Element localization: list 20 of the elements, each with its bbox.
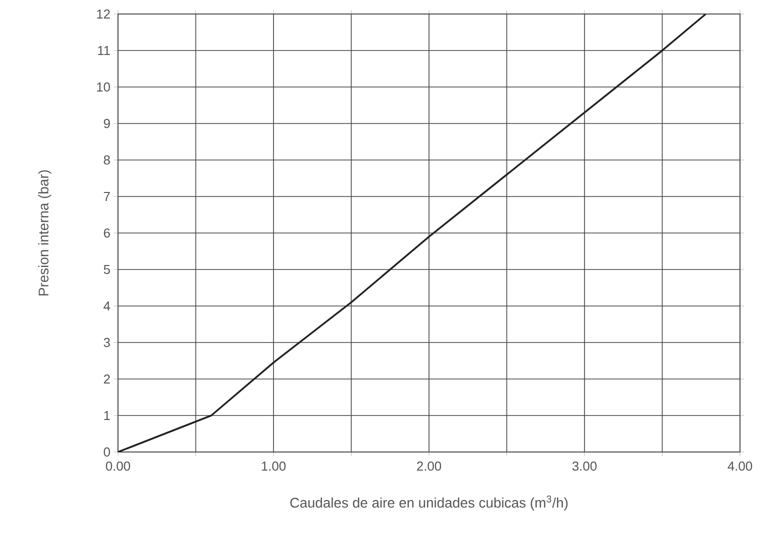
y-tick-label: 8 <box>104 155 110 165</box>
y-axis-title: Presion interna (bar) <box>38 170 52 296</box>
x-tick-label: 3.00 <box>572 462 597 471</box>
y-tick-label: 10 <box>97 82 110 92</box>
y-tick-label: 4 <box>104 302 110 310</box>
y-tick-label: 11 <box>98 46 110 55</box>
y-tick-label: 9 <box>104 118 110 128</box>
x-tick-label: 2.00 <box>417 462 442 471</box>
y-tick-label: 7 <box>104 192 110 201</box>
y-tick-label: 5 <box>104 264 110 274</box>
x-tick-label: 4.00 <box>728 462 752 471</box>
y-tick-label: 12 <box>97 9 110 19</box>
y-tick-label: 3 <box>104 338 110 348</box>
y-tick-label: 6 <box>104 228 110 238</box>
y-tick-label: 2 <box>104 374 110 384</box>
x-tick-label: 0.00 <box>106 462 130 471</box>
y-tick-label: 1 <box>104 411 110 420</box>
x-tick-label: 1.00 <box>262 462 286 471</box>
y-tick-label: 0 <box>104 447 110 457</box>
x-axis-title: Caudales de aire en unidades cubicas (m$^{3}$/h) <box>290 496 568 510</box>
